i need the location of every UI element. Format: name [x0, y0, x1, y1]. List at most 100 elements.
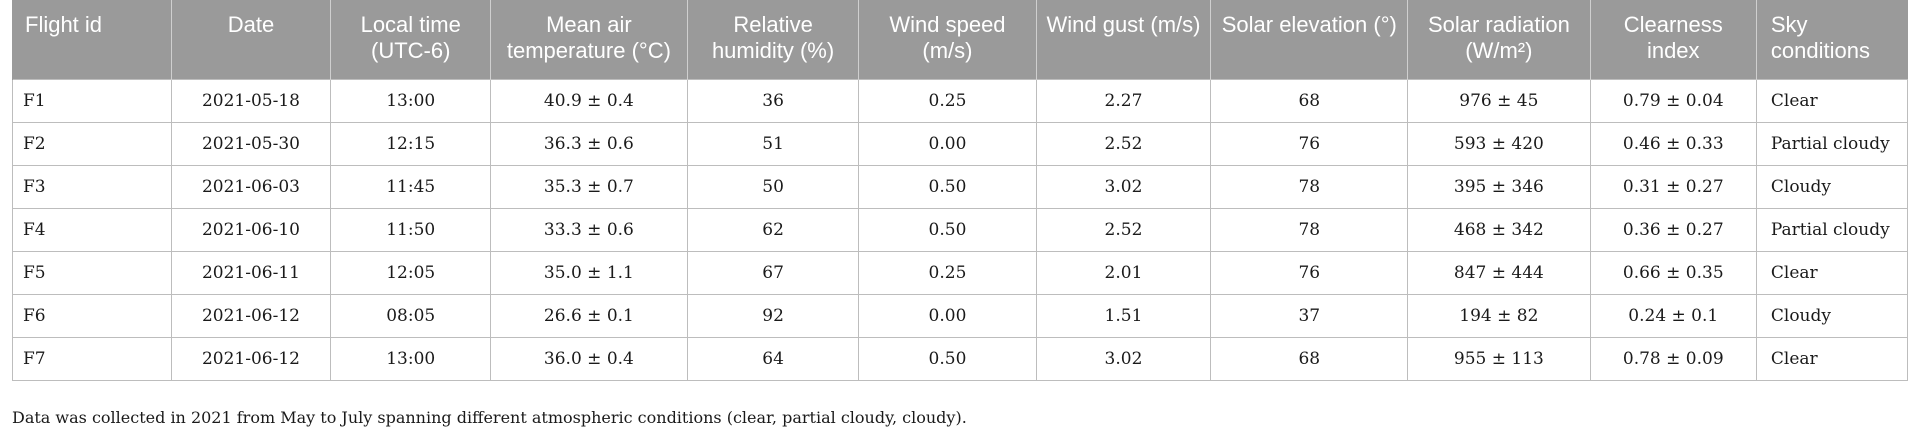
cell-solar-elevation: 76: [1210, 250, 1409, 295]
cell-clearness-index: 0.79 ± 0.04: [1589, 78, 1757, 123]
cell-relative-humidity: 62: [686, 207, 860, 252]
table-row: F1 2021-05-18 13:00 40.9 ± 0.4 36 0.25 2.27 68 9…: [12, 78, 1908, 123]
cell-sky-conditions: Partial cloudy: [1755, 121, 1908, 166]
cell-flight-id: F5: [12, 250, 172, 295]
table-row: F3 2021-06-03 11:45 35.3 ± 0.7 50 0.50 3.02 78 3…: [12, 164, 1908, 209]
cell-sky-conditions: Partial cloudy: [1755, 207, 1908, 252]
cell-local-time: 11:50: [330, 207, 492, 252]
cell-mean-air-temperature: 33.3 ± 0.6: [490, 207, 688, 252]
cell-wind-speed: 0.25: [858, 78, 1037, 123]
cell-local-time: 13:00: [330, 336, 492, 381]
cell-relative-humidity: 67: [686, 250, 860, 295]
flight-conditions-table-container: Flight id Date Local time (UTC-6) Mean a…: [12, 0, 1908, 381]
cell-solar-radiation: 468 ± 342: [1407, 207, 1591, 252]
cell-solar-elevation: 76: [1210, 121, 1409, 166]
cell-mean-air-temperature: 35.0 ± 1.1: [490, 250, 688, 295]
table-row: F2 2021-05-30 12:15 36.3 ± 0.6 51 0.00 2.52 76 5…: [12, 121, 1908, 166]
cell-relative-humidity: 64: [686, 336, 860, 381]
cell-wind-gust: 3.02: [1035, 336, 1212, 381]
table-footnote: Data was collected in 2021 from May to J…: [12, 408, 967, 427]
header-flight-id: Flight id: [12, 0, 172, 79]
cell-mean-air-temperature: 36.3 ± 0.6: [490, 121, 688, 166]
cell-flight-id: F1: [12, 78, 172, 123]
header-date: Date: [170, 0, 331, 79]
cell-date: 2021-06-11: [170, 250, 332, 295]
header-solar-elevation: Solar elevation (°): [1210, 0, 1408, 79]
header-wind-gust: Wind gust (m/s): [1035, 0, 1211, 79]
cell-sky-conditions: Cloudy: [1755, 293, 1908, 338]
header-solar-radiation: Solar radiation (W/m²): [1407, 0, 1591, 79]
cell-mean-air-temperature: 26.6 ± 0.1: [490, 293, 688, 338]
cell-local-time: 12:05: [330, 250, 492, 295]
cell-wind-speed: 0.00: [858, 293, 1037, 338]
cell-solar-radiation: 976 ± 45: [1407, 78, 1591, 123]
cell-wind-speed: 0.25: [858, 250, 1037, 295]
cell-relative-humidity: 50: [686, 164, 860, 209]
cell-wind-gust: 3.02: [1035, 164, 1212, 209]
cell-date: 2021-05-30: [170, 121, 332, 166]
table-row: F6 2021-06-12 08:05 26.6 ± 0.1 92 0.00 1.51 37 1…: [12, 293, 1908, 338]
header-relative-humidity: Relative humidity (%): [686, 0, 859, 79]
cell-flight-id: F3: [12, 164, 172, 209]
cell-wind-gust: 2.27: [1035, 78, 1212, 123]
header-mean-air-temperature: Mean air temperature (°C): [490, 0, 688, 79]
cell-flight-id: F6: [12, 293, 172, 338]
cell-solar-radiation: 194 ± 82: [1407, 293, 1591, 338]
cell-date: 2021-06-12: [170, 336, 332, 381]
table-body: F1 2021-05-18 13:00 40.9 ± 0.4 36 0.25 2.27 68 9…: [12, 78, 1908, 381]
header-clearness-index: Clearness index: [1589, 0, 1757, 79]
cell-wind-speed: 0.00: [858, 121, 1037, 166]
cell-flight-id: F4: [12, 207, 172, 252]
cell-local-time: 11:45: [330, 164, 492, 209]
header-wind-speed: Wind speed (m/s): [858, 0, 1037, 79]
cell-date: 2021-06-03: [170, 164, 332, 209]
flight-conditions-table: Flight id Date Local time (UTC-6) Mean a…: [12, 0, 1908, 381]
table-row: F4 2021-06-10 11:50 33.3 ± 0.6 62 0.50 2.52 78 4…: [12, 207, 1908, 252]
cell-solar-radiation: 955 ± 113: [1407, 336, 1591, 381]
cell-wind-speed: 0.50: [858, 336, 1037, 381]
cell-relative-humidity: 36: [686, 78, 860, 123]
cell-solar-elevation: 78: [1210, 207, 1409, 252]
table-row: F5 2021-06-11 12:05 35.0 ± 1.1 67 0.25 2.01 76 8…: [12, 250, 1908, 295]
cell-relative-humidity: 51: [686, 121, 860, 166]
cell-mean-air-temperature: 40.9 ± 0.4: [490, 78, 688, 123]
cell-date: 2021-06-10: [170, 207, 332, 252]
cell-solar-elevation: 68: [1210, 336, 1409, 381]
cell-date: 2021-05-18: [170, 78, 332, 123]
header-row: Flight id Date Local time (UTC-6) Mean a…: [12, 0, 1908, 79]
header-local-time: Local time (UTC-6): [330, 0, 491, 79]
cell-relative-humidity: 92: [686, 293, 860, 338]
cell-wind-speed: 0.50: [858, 207, 1037, 252]
cell-mean-air-temperature: 35.3 ± 0.7: [490, 164, 688, 209]
cell-solar-elevation: 37: [1210, 293, 1409, 338]
cell-solar-radiation: 395 ± 346: [1407, 164, 1591, 209]
header-sky-conditions: Sky conditions: [1755, 0, 1908, 79]
cell-wind-speed: 0.50: [858, 164, 1037, 209]
cell-local-time: 08:05: [330, 293, 492, 338]
cell-mean-air-temperature: 36.0 ± 0.4: [490, 336, 688, 381]
cell-clearness-index: 0.31 ± 0.27: [1589, 164, 1757, 209]
cell-wind-gust: 1.51: [1035, 293, 1212, 338]
cell-flight-id: F7: [12, 336, 172, 381]
table-header: Flight id Date Local time (UTC-6) Mean a…: [12, 0, 1908, 79]
cell-wind-gust: 2.01: [1035, 250, 1212, 295]
cell-sky-conditions: Cloudy: [1755, 164, 1908, 209]
cell-flight-id: F2: [12, 121, 172, 166]
cell-solar-radiation: 847 ± 444: [1407, 250, 1591, 295]
cell-solar-elevation: 78: [1210, 164, 1409, 209]
cell-clearness-index: 0.24 ± 0.1: [1589, 293, 1757, 338]
table-row: F7 2021-06-12 13:00 36.0 ± 0.4 64 0.50 3.02 68 9…: [12, 336, 1908, 381]
cell-sky-conditions: Clear: [1755, 336, 1908, 381]
cell-local-time: 12:15: [330, 121, 492, 166]
cell-clearness-index: 0.36 ± 0.27: [1589, 207, 1757, 252]
cell-local-time: 13:00: [330, 78, 492, 123]
cell-clearness-index: 0.46 ± 0.33: [1589, 121, 1757, 166]
cell-sky-conditions: Clear: [1755, 250, 1908, 295]
cell-sky-conditions: Clear: [1755, 78, 1908, 123]
cell-wind-gust: 2.52: [1035, 207, 1212, 252]
cell-date: 2021-06-12: [170, 293, 332, 338]
cell-solar-radiation: 593 ± 420: [1407, 121, 1591, 166]
cell-wind-gust: 2.52: [1035, 121, 1212, 166]
cell-clearness-index: 0.78 ± 0.09: [1589, 336, 1757, 381]
cell-solar-elevation: 68: [1210, 78, 1409, 123]
